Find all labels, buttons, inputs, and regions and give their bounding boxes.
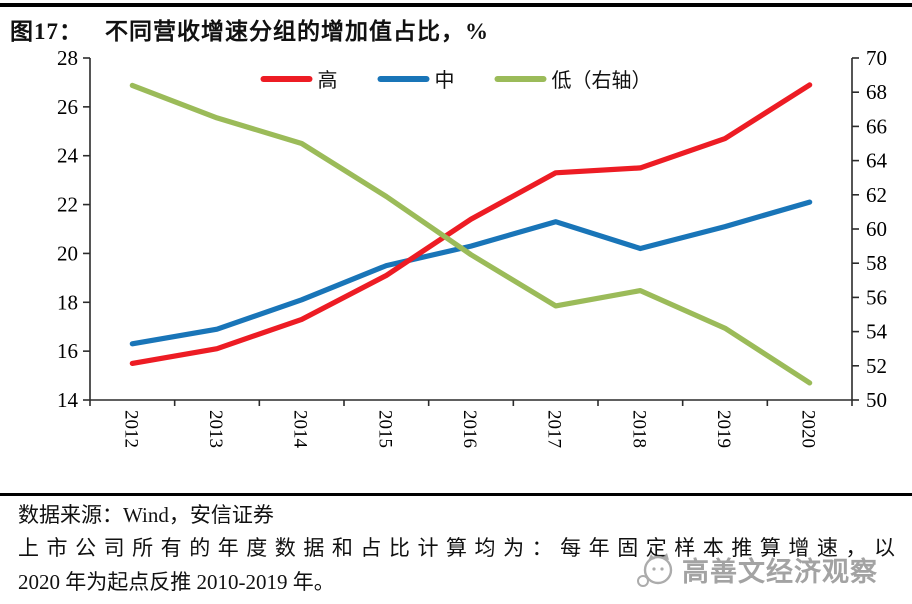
legend-swatch-mid-line [377, 75, 430, 82]
right-axis-tick-label: 68 [866, 80, 887, 104]
footnote-line-2: 2020 年为起点反推 2010-2019 年。 [18, 570, 335, 594]
legend-label-mid: 中 [434, 70, 455, 92]
legend-item-mid: 中 [377, 64, 455, 93]
right-axis-tick-label: 60 [866, 217, 887, 241]
x-axis-label: 2015 [374, 410, 395, 448]
left-axis-tick-label: 18 [57, 290, 78, 314]
x-axis-label: 2019 [713, 410, 734, 448]
footnote-line-1: 上市公司所有的年度数据和占比计算均为：每年固定样本推算增速，以 [18, 536, 895, 560]
left-axis-tick-label: 22 [57, 193, 78, 217]
left-axis-tick-label: 14 [57, 388, 79, 412]
right-axis-tick-label: 70 [866, 46, 887, 70]
legend-item-low: 低（右轴） [494, 64, 652, 93]
chart-title: 图17： 不同营收增速分组的增加值占比，% [10, 12, 489, 46]
figure-title-text: 不同营收增速分组的增加值占比，% [105, 19, 489, 44]
x-axis-label: 2017 [544, 410, 565, 448]
chart-legend: 高 中 低（右轴） [260, 64, 652, 93]
right-axis-tick-label: 50 [866, 388, 887, 412]
data-source-line: 数据来源：Wind，安信证券 [18, 503, 274, 527]
left-axis-tick-label: 24 [57, 144, 79, 168]
right-axis-tick-label: 52 [866, 354, 887, 378]
legend-item-high: 高 [260, 64, 338, 93]
watermark: 高善文经济观察 [636, 550, 878, 589]
x-axis-label: 2012 [120, 410, 141, 448]
right-axis-tick-label: 66 [866, 114, 887, 138]
x-axis-label: 2018 [628, 410, 649, 448]
left-axis-tick-label: 28 [57, 46, 78, 70]
series-line-1 [129, 199, 813, 347]
left-axis-tick-label: 16 [57, 339, 78, 363]
legend-swatch-low-line [494, 75, 547, 82]
legend-swatch-high-line [260, 75, 313, 82]
watermark-text: 高善文经济观察 [682, 557, 878, 587]
series-line-0 [129, 82, 813, 366]
left-axis-tick-label: 20 [57, 241, 78, 265]
x-axis-label: 2016 [459, 410, 480, 448]
x-axis-label: 2020 [798, 410, 819, 448]
x-axis-label: 2014 [290, 410, 311, 449]
right-axis-tick-label: 64 [866, 149, 888, 173]
right-axis-tick-label: 62 [866, 183, 887, 207]
footer-divider [0, 493, 912, 496]
top-divider [0, 3, 912, 7]
watermark-cat-logo [637, 552, 673, 587]
right-axis-tick-label: 58 [866, 251, 887, 275]
right-axis-tick-label: 54 [866, 320, 888, 344]
legend-label-high: 高 [317, 70, 338, 92]
series-line-2 [129, 82, 813, 386]
figure-number: 图17： [10, 19, 83, 44]
right-axis-tick-label: 56 [866, 285, 887, 309]
legend-label-low: 低（右轴） [551, 70, 652, 92]
left-axis-tick-label: 26 [57, 95, 78, 119]
x-axis-label: 2013 [205, 410, 226, 448]
